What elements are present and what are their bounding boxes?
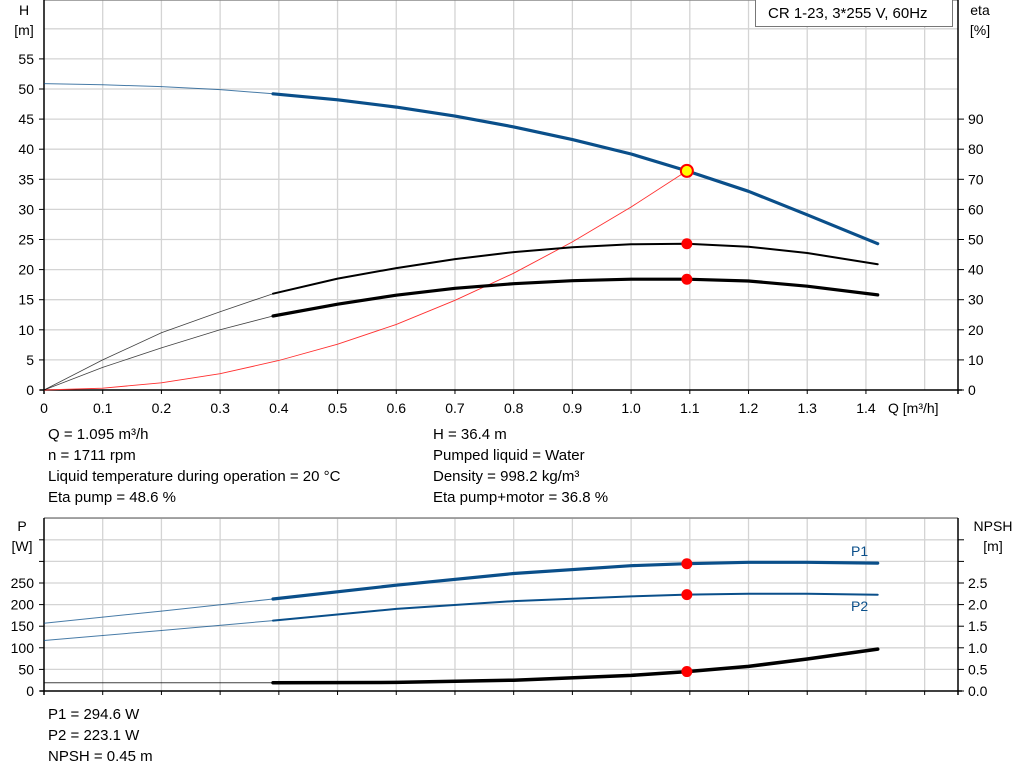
- info-liquid: Pumped liquid = Water: [433, 447, 585, 464]
- y-tick-label-right: 80: [968, 141, 984, 157]
- npsh-operating-point: [681, 666, 693, 678]
- y-axis-label-right: eta: [970, 2, 990, 18]
- x-tick-label: 0.1: [93, 400, 113, 416]
- y-tick-label-right: 20: [968, 322, 984, 338]
- y-axis-label-right: NPSH: [974, 518, 1013, 534]
- eta-total-point: [681, 273, 693, 285]
- y-axis-unit-left: [m]: [14, 22, 33, 38]
- p1-operating-point: [681, 558, 693, 570]
- y-tick-label-left: 20: [18, 262, 34, 278]
- x-tick-label: 0.6: [387, 400, 407, 416]
- p2-curve-thin: [43, 620, 274, 641]
- info-eta-pump: Eta pump = 48.6 %: [48, 489, 176, 506]
- y-tick-label-left: 200: [11, 597, 35, 613]
- y-tick-label-right: 0: [968, 382, 976, 398]
- y-axis-label-left: H: [19, 2, 29, 18]
- eta-pump-curve-thin: [43, 293, 274, 391]
- y-tick-label-right: 60: [968, 201, 984, 217]
- y-tick-label-left: 40: [18, 141, 34, 157]
- eta-pump-point: [681, 238, 693, 250]
- x-tick-label: 1.0: [621, 400, 641, 416]
- head-operating-point: [679, 163, 694, 178]
- y-tick-label-right: 2.5: [968, 575, 988, 591]
- y-tick-label-right: 10: [968, 352, 984, 368]
- head-curve-thin: [43, 83, 274, 95]
- x-tick-label: 1.1: [680, 400, 700, 416]
- y-tick-label-right: 90: [968, 111, 984, 127]
- npsh-curve: [271, 647, 880, 685]
- y-tick-label-left: 45: [18, 111, 34, 127]
- x-tick-label: 0.8: [504, 400, 524, 416]
- y-tick-label-left: 35: [18, 171, 34, 187]
- y-tick-label-right: 1.0: [968, 640, 988, 656]
- p1-curve: [271, 560, 880, 601]
- y-axis-label-left: P: [17, 518, 26, 534]
- power-info: P1 = 294.6 W P2 = 223.1 W NPSH = 0.45 m: [48, 704, 153, 767]
- eta-pump-curve: [272, 242, 879, 295]
- eta-total-curve: [271, 277, 880, 318]
- x-tick-label: 0.7: [445, 400, 465, 416]
- y-tick-label-right: 30: [968, 292, 984, 308]
- y-tick-label-right: 2.0: [968, 597, 988, 613]
- y-tick-label-left: 55: [18, 51, 34, 67]
- x-tick-label: 1.2: [739, 400, 759, 416]
- operating-info-right: H = 36.4 m Pumped liquid = Water Density…: [433, 424, 608, 508]
- info-h: H = 36.4 m: [433, 426, 507, 443]
- eta-total-curve-thin: [43, 315, 274, 391]
- y-axis-unit-right: [%]: [970, 22, 990, 38]
- x-tick-label: 0: [40, 400, 48, 416]
- p2-curve: [272, 592, 879, 622]
- x-tick-label: 1.4: [856, 400, 876, 416]
- y-axis-unit-right: [m]: [983, 538, 1002, 554]
- x-tick-label: 0.2: [152, 400, 172, 416]
- p1-curve-thin: [43, 598, 274, 624]
- x-tick-label: 0.3: [210, 400, 230, 416]
- operating-info-left: Q = 1.095 m³/h n = 1711 rpm Liquid tempe…: [48, 424, 340, 508]
- p2-operating-point: [681, 589, 693, 601]
- y-tick-label-left: 50: [18, 661, 34, 677]
- info-density: Density = 998.2 kg/m³: [433, 468, 580, 485]
- x-tick-label: 1.3: [797, 400, 817, 416]
- y-axis-unit-left: [W]: [12, 538, 33, 554]
- y-tick-label-right: 1.5: [968, 618, 988, 634]
- y-tick-label-left: 25: [18, 232, 34, 248]
- x-tick-label: 0.5: [328, 400, 348, 416]
- info-p2: P2 = 223.1 W: [48, 727, 140, 744]
- info-eta-total: Eta pump+motor = 36.8 %: [433, 489, 609, 506]
- head-curve: [271, 92, 880, 246]
- info-speed: n = 1711 rpm: [48, 447, 136, 464]
- info-p1: P1 = 294.6 W: [48, 706, 140, 723]
- y-tick-label-left: 30: [18, 201, 34, 217]
- y-tick-label-right: 70: [968, 171, 984, 187]
- y-tick-label-left: 50: [18, 81, 34, 97]
- info-npsh: NPSH = 0.45 m: [48, 748, 153, 765]
- y-tick-label-left: 0: [26, 683, 34, 699]
- y-tick-label-left: 15: [18, 292, 34, 308]
- y-tick-label-right: 50: [968, 232, 984, 248]
- info-temperature: Liquid temperature during operation = 20…: [48, 468, 341, 485]
- y-tick-label-right: 0.0: [968, 683, 988, 699]
- y-tick-label-left: 0: [26, 382, 34, 398]
- info-q: Q = 1.095 m³/h: [48, 426, 149, 443]
- system-curve: [43, 170, 688, 391]
- y-tick-label-left: 10: [18, 322, 34, 338]
- y-tick-label-left: 100: [11, 640, 35, 656]
- x-tick-label: 0.4: [269, 400, 289, 416]
- y-tick-label-right: 0.5: [968, 661, 988, 677]
- y-tick-label-left: 250: [11, 575, 35, 591]
- y-tick-label-right: 40: [968, 262, 984, 278]
- x-axis-label: Q [m³/h]: [888, 400, 939, 416]
- p2-series-label: P2: [851, 598, 868, 614]
- x-tick-label: 0.9: [563, 400, 583, 416]
- y-tick-label-left: 150: [11, 618, 35, 634]
- p1-series-label: P1: [851, 543, 868, 559]
- y-tick-label-left: 5: [26, 352, 34, 368]
- chart-legend: CR 1-23, 3*255 V, 60Hz: [755, 0, 953, 27]
